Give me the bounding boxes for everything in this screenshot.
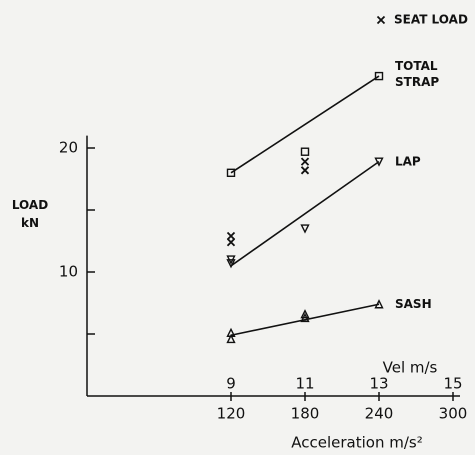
x2-tick-label: 9 <box>226 375 236 393</box>
point <box>226 168 236 178</box>
y-tick-label: 20 <box>59 139 78 157</box>
series-label: TOTAL STRAP <box>395 59 439 89</box>
point <box>300 312 310 323</box>
point <box>300 309 310 319</box>
point <box>300 147 310 156</box>
x-axis-label: Acceleration m/s² <box>291 434 422 452</box>
point <box>374 299 384 309</box>
fit-line <box>230 303 380 337</box>
legend-label: SEAT LOAD <box>394 13 468 27</box>
x2-axis-label: Vel m/s <box>383 359 438 377</box>
x2-tick-label: 13 <box>369 375 388 393</box>
point <box>226 333 236 344</box>
x2-tick-label: 11 <box>295 375 314 393</box>
x-tick-label: 180 <box>291 405 320 423</box>
x-tick-label: 120 <box>217 405 246 423</box>
legend-marker <box>376 15 386 25</box>
point <box>226 231 236 241</box>
point <box>226 238 236 247</box>
y-tick-label: 10 <box>59 263 78 281</box>
point <box>374 71 384 81</box>
fit-line <box>230 75 380 174</box>
point <box>300 157 310 166</box>
point <box>226 259 236 269</box>
fit-line <box>230 160 380 267</box>
point <box>300 166 310 175</box>
x2-tick-label: 15 <box>443 375 462 393</box>
point <box>300 224 310 234</box>
series-label: SASH <box>395 297 432 311</box>
y-axis-label: LOAD kN <box>12 198 48 230</box>
x-tick-label: 300 <box>439 405 468 423</box>
series-label: LAP <box>395 154 421 168</box>
point <box>374 157 384 167</box>
x-tick-label: 240 <box>365 405 394 423</box>
